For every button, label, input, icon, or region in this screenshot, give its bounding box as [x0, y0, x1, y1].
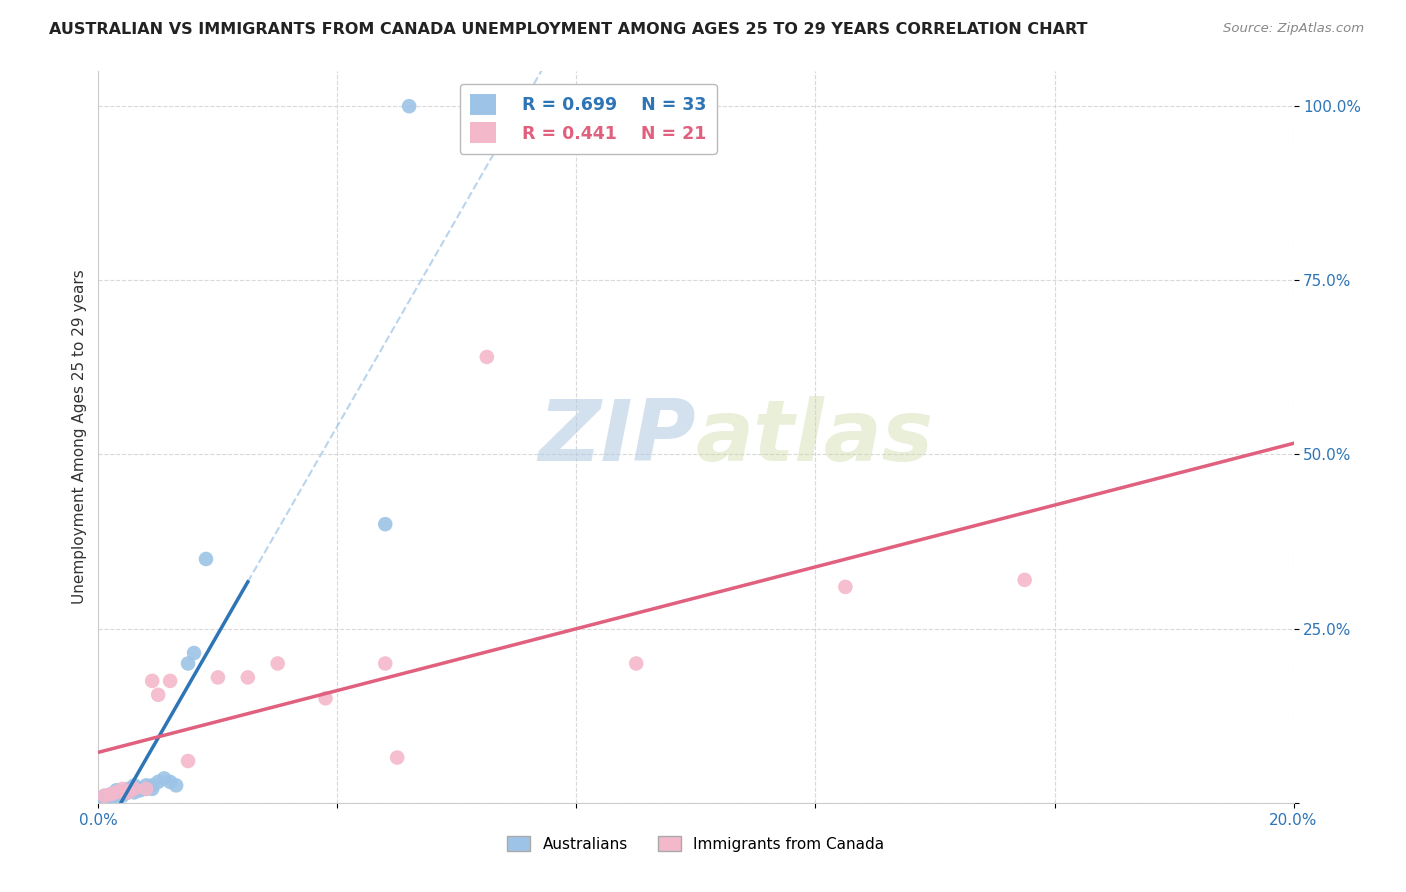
Point [111, 789, 134, 803]
Point [195, 552, 218, 566]
Point [124, 781, 146, 796]
Point [135, 781, 157, 796]
Point [117, 785, 139, 799]
Point [98, 788, 122, 802]
Point [177, 754, 200, 768]
Point [153, 772, 176, 786]
Point [96, 790, 118, 805]
Point [117, 783, 139, 797]
Text: Source: ZipAtlas.com: Source: ZipAtlas.com [1223, 22, 1364, 36]
Point [111, 785, 134, 799]
Point [398, 99, 420, 113]
Point [141, 673, 163, 688]
Point [98, 788, 122, 802]
Point [141, 781, 163, 796]
Point [626, 657, 648, 671]
Point [141, 778, 163, 792]
Point [124, 785, 146, 799]
Point [93, 792, 115, 806]
Point [135, 781, 157, 796]
Point [159, 673, 181, 688]
Point [129, 781, 152, 796]
Point [105, 788, 128, 802]
Point [236, 670, 259, 684]
Point [103, 789, 125, 803]
Point [159, 775, 181, 789]
Point [183, 646, 205, 660]
Point [315, 691, 337, 706]
Text: atlas: atlas [696, 395, 934, 479]
Point [117, 785, 139, 799]
Point [267, 657, 290, 671]
Point [90, 792, 112, 806]
Point [129, 783, 152, 797]
Point [177, 657, 200, 671]
Point [93, 789, 115, 803]
Point [105, 783, 128, 797]
Point [1014, 573, 1036, 587]
Y-axis label: Unemployment Among Ages 25 to 29 years: Unemployment Among Ages 25 to 29 years [72, 269, 87, 605]
Point [117, 781, 139, 796]
Point [207, 670, 229, 684]
Point [385, 750, 409, 764]
Point [108, 785, 131, 799]
Legend: Australians, Immigrants from Canada: Australians, Immigrants from Canada [502, 830, 890, 858]
Text: ZIP: ZIP [538, 395, 696, 479]
Point [374, 657, 396, 671]
Point [124, 778, 146, 792]
Point [135, 778, 157, 792]
Point [374, 517, 396, 532]
Point [105, 789, 128, 803]
Point [165, 778, 187, 792]
Point [105, 785, 128, 799]
Point [148, 688, 170, 702]
Point [111, 781, 134, 796]
Point [475, 350, 498, 364]
Point [98, 790, 122, 805]
Text: AUSTRALIAN VS IMMIGRANTS FROM CANADA UNEMPLOYMENT AMONG AGES 25 TO 29 YEARS CORR: AUSTRALIAN VS IMMIGRANTS FROM CANADA UNE… [49, 22, 1088, 37]
Point [834, 580, 856, 594]
Point [93, 789, 115, 803]
Point [148, 775, 170, 789]
